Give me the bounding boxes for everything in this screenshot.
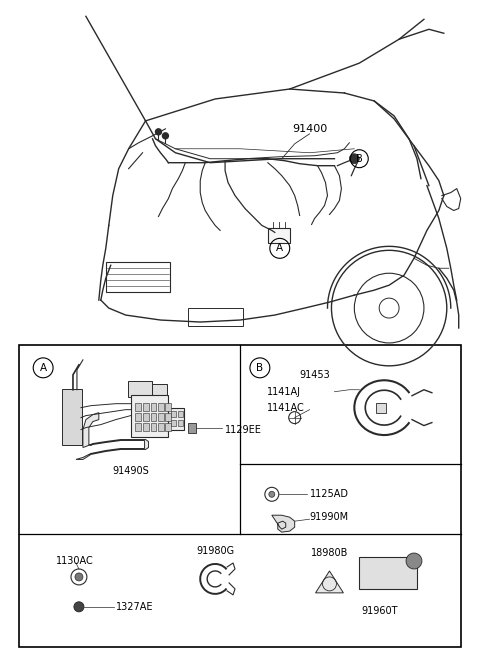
Text: 91400: 91400 (292, 124, 327, 134)
Text: 1141AJ: 1141AJ (267, 386, 301, 397)
Text: 91980G: 91980G (196, 546, 234, 556)
Circle shape (74, 602, 84, 612)
Text: A: A (276, 244, 283, 253)
Circle shape (156, 129, 161, 135)
Text: 1125AD: 1125AD (310, 489, 348, 499)
Polygon shape (76, 413, 148, 459)
Bar (106, 262, 170, 292)
Bar (158, 403, 165, 411)
Bar (143, 413, 148, 421)
Bar (376, 403, 386, 413)
Text: 91990M: 91990M (310, 512, 348, 522)
Circle shape (349, 154, 360, 164)
Bar (268, 229, 290, 244)
Bar (166, 403, 171, 411)
Bar (143, 403, 148, 411)
Bar (168, 407, 184, 430)
FancyBboxPatch shape (62, 388, 82, 445)
Bar (158, 422, 165, 430)
Text: 1130AC: 1130AC (56, 556, 94, 566)
Bar (158, 413, 165, 421)
Bar (151, 422, 156, 430)
Bar (134, 413, 141, 421)
Text: 1129EE: 1129EE (225, 424, 262, 434)
Text: 18980B: 18980B (311, 548, 348, 558)
Text: 91490S: 91490S (112, 466, 149, 476)
Bar (171, 411, 176, 417)
Bar (151, 413, 156, 421)
Bar (19, 345, 461, 646)
Circle shape (75, 573, 83, 581)
Circle shape (162, 133, 168, 139)
Polygon shape (315, 571, 343, 593)
Text: 1327AE: 1327AE (116, 602, 153, 612)
Text: 91960T: 91960T (361, 606, 397, 616)
Bar (360, 557, 417, 589)
Text: A: A (39, 363, 47, 373)
Circle shape (406, 553, 422, 569)
Bar (151, 403, 156, 411)
Text: B: B (356, 154, 363, 164)
FancyBboxPatch shape (152, 384, 168, 396)
Circle shape (269, 491, 275, 497)
Bar (179, 411, 183, 417)
Text: B: B (256, 363, 264, 373)
Bar (143, 422, 148, 430)
Text: 91453: 91453 (300, 370, 330, 380)
FancyBboxPatch shape (128, 381, 152, 397)
Bar (131, 395, 168, 436)
Bar (166, 422, 171, 430)
Bar (188, 308, 243, 326)
Bar (188, 422, 196, 432)
Bar (179, 420, 183, 426)
Text: 1141AC: 1141AC (267, 403, 305, 413)
Bar (134, 403, 141, 411)
Polygon shape (272, 515, 295, 532)
Bar (171, 420, 176, 426)
Bar (166, 413, 171, 421)
Bar (134, 422, 141, 430)
